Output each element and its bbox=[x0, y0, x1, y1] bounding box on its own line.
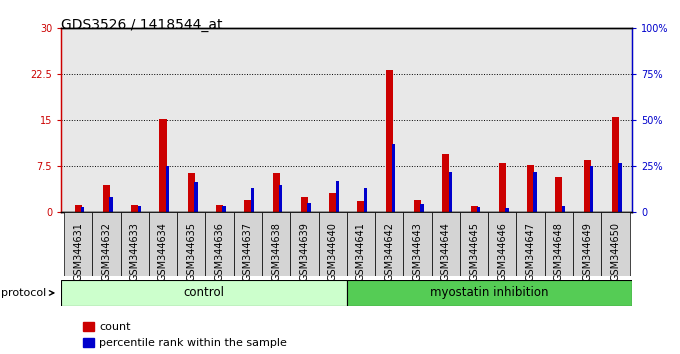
Text: protocol: protocol bbox=[1, 288, 54, 298]
Bar bbox=[251, 188, 254, 212]
Text: GSM344633: GSM344633 bbox=[130, 222, 139, 281]
Text: GSM344641: GSM344641 bbox=[356, 222, 366, 281]
Bar bbox=[160, 119, 167, 212]
Bar bbox=[364, 188, 367, 212]
FancyBboxPatch shape bbox=[573, 212, 601, 276]
Bar bbox=[527, 165, 534, 212]
Bar bbox=[414, 200, 421, 212]
Bar bbox=[618, 163, 622, 212]
Text: myostatin inhibition: myostatin inhibition bbox=[430, 286, 549, 299]
Text: GSM344646: GSM344646 bbox=[497, 222, 507, 281]
Bar bbox=[194, 182, 197, 212]
Text: GSM344645: GSM344645 bbox=[469, 222, 479, 281]
Text: control: control bbox=[184, 286, 224, 299]
Text: GSM344634: GSM344634 bbox=[158, 222, 168, 281]
FancyBboxPatch shape bbox=[601, 212, 630, 276]
Text: GSM344640: GSM344640 bbox=[328, 222, 338, 281]
Bar bbox=[75, 205, 82, 212]
Bar bbox=[562, 206, 565, 212]
Text: GDS3526 / 1418544_at: GDS3526 / 1418544_at bbox=[61, 18, 222, 32]
Text: GSM344637: GSM344637 bbox=[243, 222, 253, 281]
Bar bbox=[533, 172, 537, 212]
FancyBboxPatch shape bbox=[205, 212, 234, 276]
Text: GSM344642: GSM344642 bbox=[384, 222, 394, 281]
Bar bbox=[216, 205, 223, 212]
Bar bbox=[590, 166, 594, 212]
Bar bbox=[329, 193, 336, 212]
FancyBboxPatch shape bbox=[61, 280, 347, 306]
Text: GSM344638: GSM344638 bbox=[271, 222, 281, 281]
Bar bbox=[137, 206, 141, 212]
Text: GSM344644: GSM344644 bbox=[441, 222, 451, 281]
Bar bbox=[556, 177, 562, 212]
Bar bbox=[392, 144, 396, 212]
Text: GSM344635: GSM344635 bbox=[186, 222, 197, 281]
FancyBboxPatch shape bbox=[517, 212, 545, 276]
Bar bbox=[301, 197, 308, 212]
Text: GSM344631: GSM344631 bbox=[73, 222, 83, 281]
Bar bbox=[81, 207, 84, 212]
FancyBboxPatch shape bbox=[460, 212, 488, 276]
Bar bbox=[612, 117, 619, 212]
FancyBboxPatch shape bbox=[120, 212, 149, 276]
Bar bbox=[499, 163, 506, 212]
Bar bbox=[505, 208, 509, 212]
FancyBboxPatch shape bbox=[290, 212, 318, 276]
Bar bbox=[279, 185, 282, 212]
FancyBboxPatch shape bbox=[488, 212, 517, 276]
Bar bbox=[471, 206, 477, 212]
Bar bbox=[166, 166, 169, 212]
Text: GSM344639: GSM344639 bbox=[299, 222, 309, 281]
Bar bbox=[188, 172, 194, 212]
FancyBboxPatch shape bbox=[403, 212, 432, 276]
Bar bbox=[109, 197, 113, 212]
Bar bbox=[442, 154, 449, 212]
FancyBboxPatch shape bbox=[347, 280, 632, 306]
FancyBboxPatch shape bbox=[318, 212, 347, 276]
Bar bbox=[103, 185, 110, 212]
Bar bbox=[222, 206, 226, 212]
Bar bbox=[307, 203, 311, 212]
Bar bbox=[335, 181, 339, 212]
FancyBboxPatch shape bbox=[347, 212, 375, 276]
Text: GSM344648: GSM344648 bbox=[554, 222, 564, 281]
Text: GSM344650: GSM344650 bbox=[611, 222, 620, 281]
Text: GSM344643: GSM344643 bbox=[413, 222, 422, 281]
FancyBboxPatch shape bbox=[262, 212, 290, 276]
FancyBboxPatch shape bbox=[92, 212, 120, 276]
FancyBboxPatch shape bbox=[375, 212, 403, 276]
FancyBboxPatch shape bbox=[545, 212, 573, 276]
Legend: count, percentile rank within the sample: count, percentile rank within the sample bbox=[78, 317, 292, 353]
Bar bbox=[131, 205, 138, 212]
Text: GSM344647: GSM344647 bbox=[526, 222, 536, 281]
FancyBboxPatch shape bbox=[234, 212, 262, 276]
Bar bbox=[358, 201, 364, 212]
Bar bbox=[244, 200, 252, 212]
Bar bbox=[386, 70, 393, 212]
Bar bbox=[477, 207, 480, 212]
Text: GSM344632: GSM344632 bbox=[101, 222, 112, 281]
Bar bbox=[273, 172, 279, 212]
Bar bbox=[583, 160, 591, 212]
FancyBboxPatch shape bbox=[64, 212, 92, 276]
Text: GSM344649: GSM344649 bbox=[582, 222, 592, 281]
Text: GSM344636: GSM344636 bbox=[215, 222, 224, 281]
FancyBboxPatch shape bbox=[432, 212, 460, 276]
Bar bbox=[449, 172, 452, 212]
FancyBboxPatch shape bbox=[149, 212, 177, 276]
FancyBboxPatch shape bbox=[177, 212, 205, 276]
Bar bbox=[420, 204, 424, 212]
